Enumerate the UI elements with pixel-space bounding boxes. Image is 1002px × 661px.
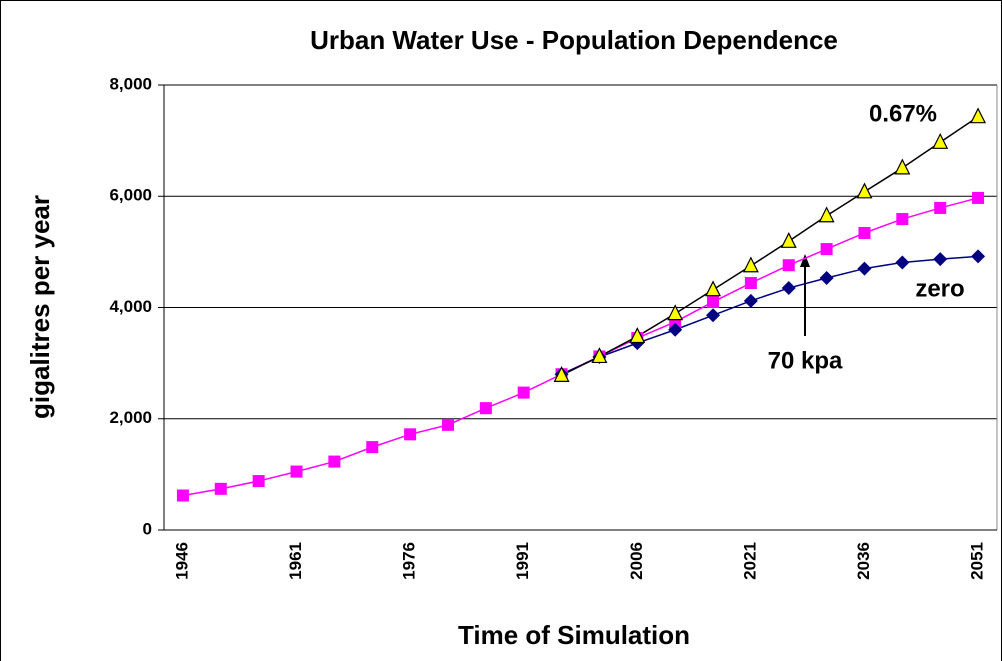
point-marker [479, 402, 492, 415]
point-marker [894, 158, 911, 175]
x-tick-label: 1976 [400, 542, 419, 580]
point-marker [743, 293, 758, 308]
series-annotation: zero [915, 275, 964, 302]
x-tick-label: 1961 [286, 542, 305, 580]
chart-title: Urban Water Use - Population Dependence [310, 25, 838, 55]
x-tick-label: 2036 [854, 542, 873, 580]
point-marker [971, 249, 986, 264]
y-tick-label: 0 [143, 519, 152, 538]
point-marker [934, 201, 947, 214]
point-marker [404, 428, 417, 441]
point-marker [667, 304, 684, 321]
point-marker [553, 366, 570, 382]
point-marker [932, 132, 949, 149]
x-tick-label: 2051 [968, 542, 987, 580]
point-marker [252, 475, 265, 488]
series-annotation: 70 kpa [768, 347, 843, 374]
y-axis-title: gigalitres per year [25, 195, 55, 419]
x-axis-title: Time of Simulation [458, 620, 690, 650]
point-marker [819, 271, 834, 286]
y-tick-label: 6,000 [109, 186, 152, 205]
point-marker [895, 255, 910, 270]
point-marker [970, 107, 987, 124]
point-marker [820, 243, 833, 256]
point-marker [972, 191, 985, 204]
point-marker [366, 441, 379, 454]
point-marker [856, 182, 873, 199]
point-marker [629, 327, 646, 344]
point-marker [517, 386, 530, 399]
point-marker [933, 252, 948, 267]
point-marker [781, 281, 796, 296]
point-marker [744, 277, 757, 290]
y-tick-label: 2,000 [109, 408, 152, 427]
point-marker [780, 231, 797, 248]
annotation-arrowhead [800, 254, 810, 267]
point-marker [214, 482, 227, 495]
point-marker [742, 256, 759, 273]
point-marker [782, 259, 795, 272]
x-tick-label: 1946 [172, 542, 191, 580]
point-marker [818, 206, 835, 223]
x-tick-label: 1991 [513, 542, 532, 580]
x-tick-label: 2006 [627, 542, 646, 580]
point-marker [290, 465, 303, 478]
point-marker [705, 280, 721, 297]
point-marker [591, 347, 608, 364]
point-marker [707, 295, 720, 308]
point-marker [858, 226, 871, 239]
y-tick-label: 4,000 [109, 297, 152, 316]
point-marker [896, 213, 909, 226]
point-marker [668, 322, 683, 337]
point-marker [706, 308, 721, 323]
series-annotation: 0.67% [869, 100, 937, 127]
point-marker [328, 455, 341, 468]
x-tick-label: 2021 [740, 542, 759, 580]
point-marker [176, 489, 189, 502]
y-tick-label: 8,000 [109, 74, 152, 93]
point-marker [441, 418, 454, 431]
point-marker [857, 261, 872, 276]
